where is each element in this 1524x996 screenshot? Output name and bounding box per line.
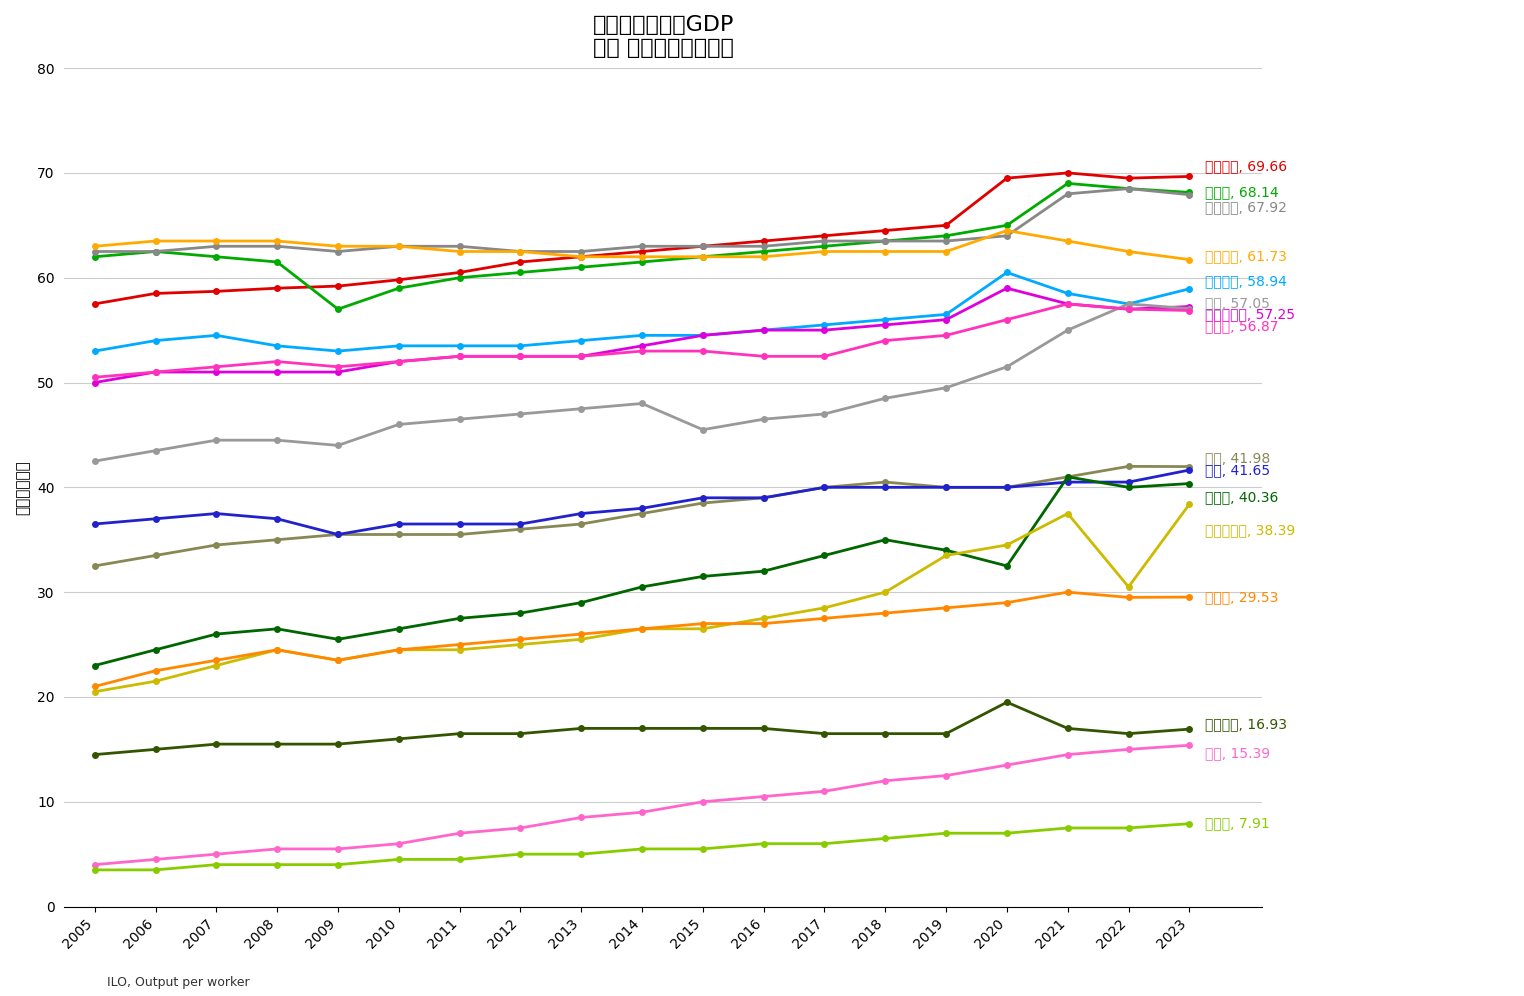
Text: 中国, 15.39: 中国, 15.39 [1204,747,1269,761]
Text: イタリア, 61.73: イタリア, 61.73 [1204,249,1286,263]
Text: イギリス, 58.94: イギリス, 58.94 [1204,275,1286,289]
Text: 台湾, 57.05: 台湾, 57.05 [1204,297,1269,311]
Text: ロシア, 29.53: ロシア, 29.53 [1204,590,1279,604]
Title: 労働時間あたりGDP
実質 購買力平価換算値: 労働時間あたりGDP 実質 購買力平価換算値 [593,15,735,58]
Text: カナダ, 56.87: カナダ, 56.87 [1204,320,1279,334]
Text: 日本, 41.65: 日本, 41.65 [1204,463,1269,477]
Text: 韓国, 41.98: 韓国, 41.98 [1204,451,1269,465]
Text: インド, 7.91: インド, 7.91 [1204,817,1269,831]
Text: イスラエル, 57.25: イスラエル, 57.25 [1204,307,1294,321]
Y-axis label: 金額［ドル］: 金額［ドル］ [15,460,30,515]
Text: ドイツ, 68.14: ドイツ, 68.14 [1204,185,1279,199]
Text: アメリカ, 69.66: アメリカ, 69.66 [1204,159,1286,173]
Text: トルコ, 40.36: トルコ, 40.36 [1204,490,1279,504]
Text: ILO, Output per worker: ILO, Output per worker [107,976,250,989]
Text: ルーマニア, 38.39: ルーマニア, 38.39 [1204,524,1295,538]
Text: フランス, 67.92: フランス, 67.92 [1204,200,1286,214]
Text: ブラジル, 16.93: ブラジル, 16.93 [1204,717,1286,731]
